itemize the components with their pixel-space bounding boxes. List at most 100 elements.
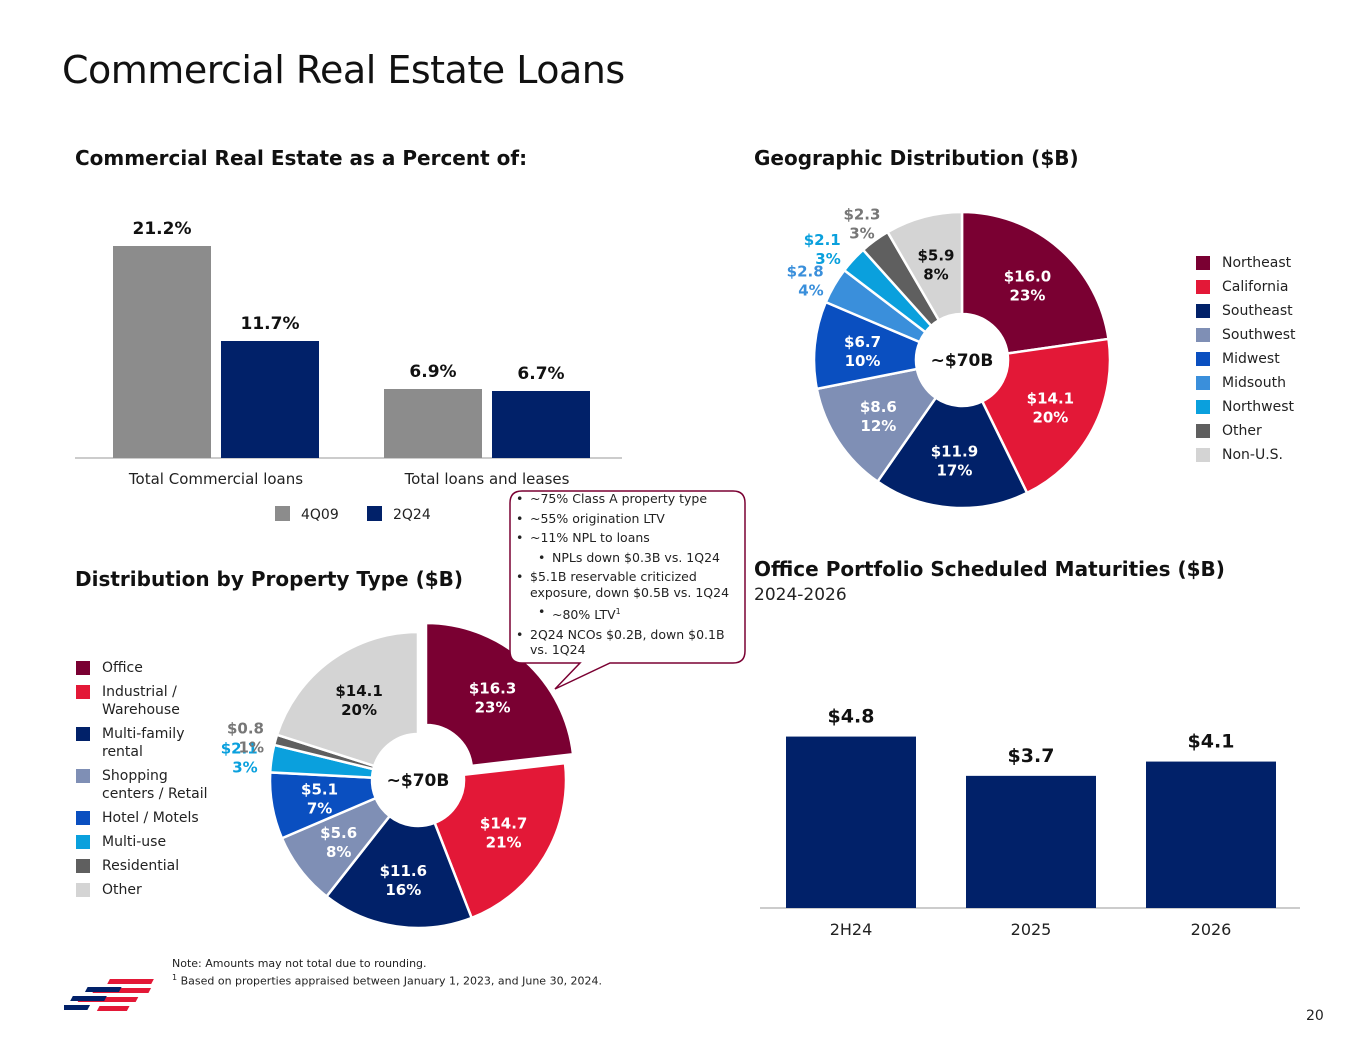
prop-value-label: $14.7 <box>480 815 527 833</box>
cre-bar <box>113 246 211 458</box>
prop-slice <box>275 630 420 768</box>
office-bar-label: $4.8 <box>828 706 875 728</box>
note-text: Note: Amounts may not total due to round… <box>172 957 602 989</box>
geo-legend-item: California <box>1196 278 1296 296</box>
geo-legend-swatch <box>1196 352 1210 366</box>
cre-legend-label: 4Q09 <box>301 507 339 523</box>
callout-item: 2Q24 NCOs $0.2B, down $0.1B vs. 1Q24 <box>512 627 744 658</box>
geo-legend-swatch <box>1196 424 1210 438</box>
prop-legend-swatch <box>76 835 90 849</box>
geo-value-label: $14.1 <box>1027 390 1074 408</box>
cre-legend-swatch <box>367 506 382 521</box>
cre-legend-swatch <box>275 506 290 521</box>
prop-slice <box>424 621 575 768</box>
prop-legend-label: Hotel / Motels <box>102 810 199 826</box>
prop-value-label: $0.8 <box>227 720 264 738</box>
geo-value-label: $8.6 <box>860 398 897 416</box>
geo-pct-label: 23% <box>1010 286 1046 304</box>
prop-pct-label: 1% <box>239 739 264 757</box>
footnote-marker: 1 <box>172 973 178 982</box>
prop-legend-label: Office <box>102 660 143 676</box>
prop-legend-item: Other <box>76 881 216 899</box>
geo-pct-label: 12% <box>860 417 896 435</box>
geo-legend-label: California <box>1222 279 1289 295</box>
prop-legend-item: Shopping centers / Retail <box>76 767 216 803</box>
page-number: 20 <box>1306 1008 1324 1024</box>
geo-pct-label: 8% <box>923 265 948 283</box>
prop-pct-label: 7% <box>307 800 332 818</box>
prop-pct-label: 21% <box>486 834 522 852</box>
geo-legend-label: Southwest <box>1222 327 1296 343</box>
prop-legend-item: Industrial / Warehouse <box>76 683 216 719</box>
cre-bar-label: 11.7% <box>241 314 300 334</box>
prop-legend-swatch <box>76 727 90 741</box>
geo-legend-item: Non-U.S. <box>1196 446 1296 464</box>
geo-value-label: $11.9 <box>931 443 978 461</box>
geo-legend-item: Northwest <box>1196 398 1296 416</box>
prop-value-label: $5.6 <box>320 824 357 842</box>
prop-legend-swatch <box>76 811 90 825</box>
property-type-chart: $16.323% $14.721% $11.616% $5.68% $5.17% $2.1… <box>221 621 575 930</box>
geo-center <box>918 316 1006 404</box>
prop-legend-label: Multi-use <box>102 834 167 850</box>
bank-logo <box>64 979 154 1011</box>
prop-legend-swatch <box>76 685 90 699</box>
geo-legend-swatch <box>1196 256 1210 270</box>
geo-legend-item: Other <box>1196 422 1296 440</box>
geo-legend-label: Northeast <box>1222 255 1292 271</box>
geo-value-label: $16.0 <box>1004 267 1051 285</box>
prop-pct-label: 20% <box>341 701 377 719</box>
geo-legend-item: Southwest <box>1196 326 1296 344</box>
cre-bar-label: 6.7% <box>517 364 564 384</box>
geo-legend-label: Northwest <box>1222 399 1295 415</box>
geo-legend-label: Non-U.S. <box>1222 447 1283 463</box>
office-category-label: 2026 <box>1191 920 1232 939</box>
geo-legend-swatch <box>1196 376 1210 390</box>
office-category-label: 2025 <box>1011 920 1052 939</box>
prop-center-label: ~$70B <box>387 771 450 791</box>
prop-legend-item: Hotel / Motels <box>76 809 216 827</box>
office-bar <box>786 736 916 908</box>
office-category-label: 2H24 <box>830 920 873 939</box>
geo-legend-label: Midsouth <box>1222 375 1286 391</box>
callout-item: $5.1B reservable criticized exposure, do… <box>512 569 744 600</box>
geo-legend: Northeast California Southeast Southwest Mid… <box>1196 254 1296 470</box>
prop-legend-label: Shopping centers / Retail <box>102 768 208 802</box>
prop-value-label: $11.6 <box>380 862 427 880</box>
prop-legend-item: Residential <box>76 857 216 875</box>
callout-item: ~11% NPL to loans <box>512 530 744 546</box>
cre-category-label: Total Commercial loans <box>128 470 303 488</box>
prop-center <box>374 736 462 824</box>
cre-legend-label: 2Q24 <box>393 507 431 523</box>
geo-legend-item: Midwest <box>1196 350 1296 368</box>
prop-legend-label: Industrial / Warehouse <box>102 684 180 718</box>
cre-bar-label: 21.2% <box>133 219 192 239</box>
office-bar-label: $3.7 <box>1008 745 1055 767</box>
prop-legend-swatch <box>76 883 90 897</box>
prop-value-label: $14.1 <box>335 682 382 700</box>
prop-value-label: $2.1 <box>221 740 258 758</box>
geo-pct-label: 3% <box>849 225 874 243</box>
cre-category-label: Total loans and leases <box>404 470 570 488</box>
geo-value-label: $2.1 <box>804 231 841 249</box>
geo-legend-item: Northeast <box>1196 254 1296 272</box>
geo-distribution-title: Geographic Distribution ($B) <box>754 146 1079 170</box>
office-maturities-title: Office Portfolio Scheduled Maturities ($… <box>754 557 1225 581</box>
callout-item: ~75% Class A property type <box>512 491 744 507</box>
geo-legend-swatch <box>1196 280 1210 294</box>
prop-slice <box>433 761 568 920</box>
geo-legend-swatch <box>1196 304 1210 318</box>
office-maturities-subtitle: 2024-2026 <box>754 585 847 605</box>
prop-legend-swatch <box>76 859 90 873</box>
prop-pct-label: 16% <box>385 881 421 899</box>
geo-slice <box>980 337 1112 495</box>
geo-pct-label: 20% <box>1032 409 1068 427</box>
callout-item: NPLs down $0.3B vs. 1Q24 <box>512 550 744 566</box>
geo-pct-label: 17% <box>936 462 972 480</box>
office-maturities-chart: $4.8 2H24 $3.7 2025 $4.1 2026 <box>760 706 1300 939</box>
prop-legend-item: Multi-family rental <box>76 725 216 761</box>
geo-value-label: $5.9 <box>917 246 954 264</box>
footnote: 1 Based on properties appraised between … <box>172 971 602 989</box>
geo-slice <box>960 210 1110 355</box>
callout-item: ~55% origination LTV <box>512 511 744 527</box>
